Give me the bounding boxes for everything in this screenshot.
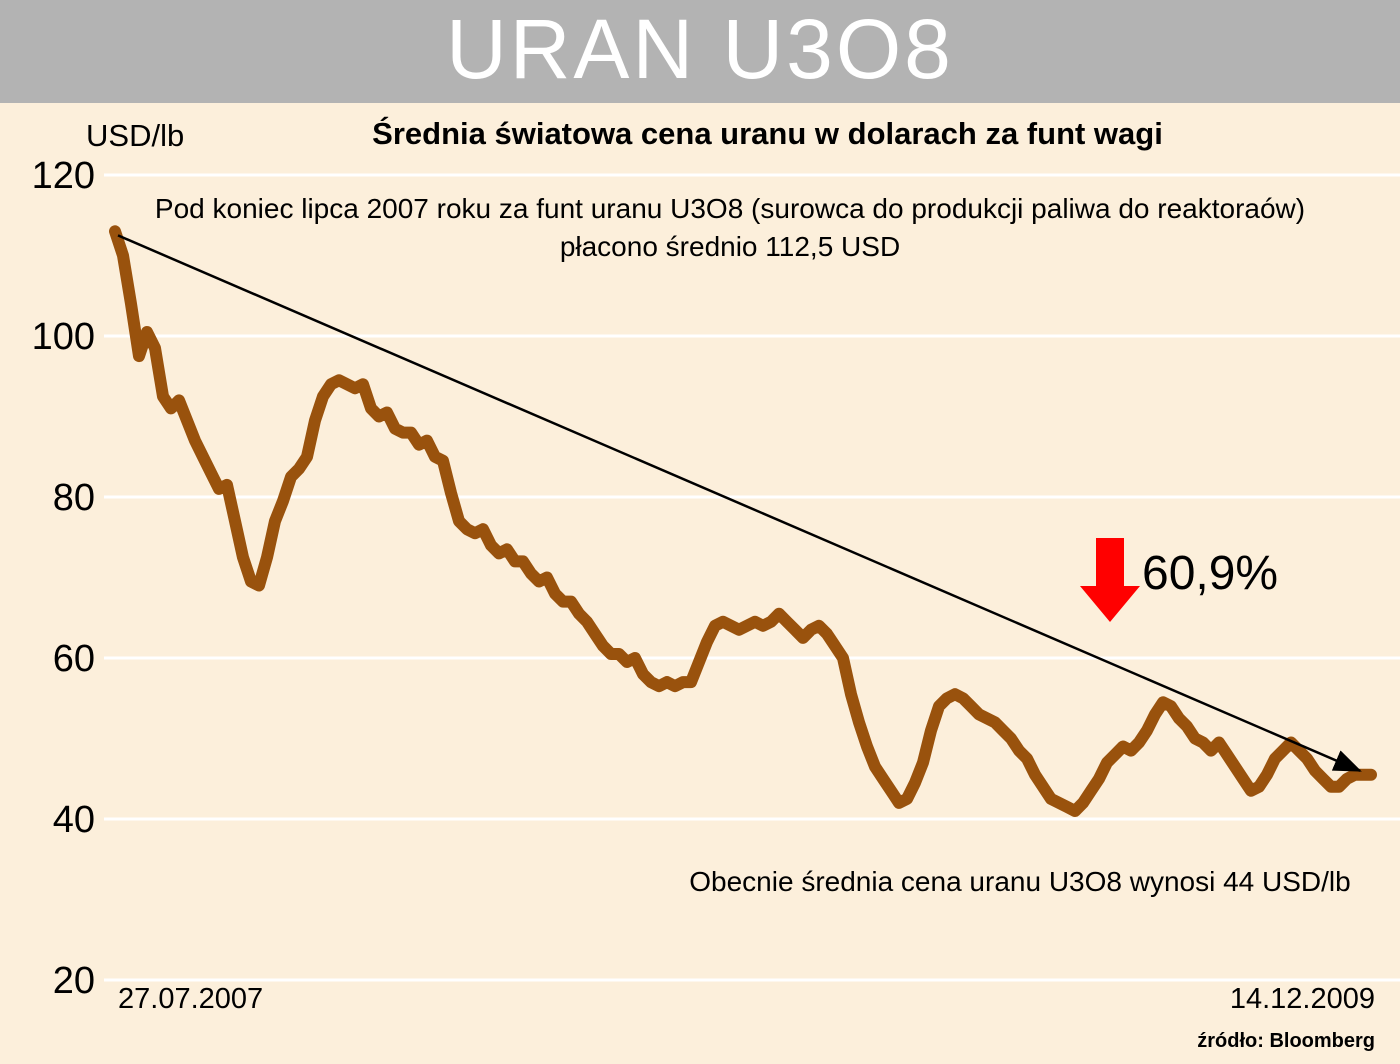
chart-title: Średnia światowa cena uranu w dolarach z… (372, 116, 1163, 151)
current-price-label: Obecnie średnia cena uranu U3O8 wynosi 4… (689, 866, 1351, 897)
peak-annotation-line2: płacono średnio 112,5 USD (559, 231, 901, 262)
y-tick-label: 80 (53, 477, 95, 519)
peak-annotation-line1: Pod koniec lipca 2007 roku za funt uranu… (154, 193, 1306, 224)
y-tick-label: 40 (53, 799, 95, 841)
x-axis-start-date: 27.07.2007 (118, 983, 264, 1015)
y-tick-label: 100 (32, 316, 95, 358)
y-tick-label: 20 (53, 960, 95, 1002)
trend-arrow (117, 234, 1362, 772)
price-line (109, 225, 1377, 817)
y-tick-label: 60 (53, 638, 95, 680)
peak-annotation: Pod koniec lipca 2007 roku za funt uranu… (60, 190, 1400, 266)
decline-percent-label: 60,9% (1142, 547, 1279, 600)
y-axis-unit-label: USD/lb (86, 118, 185, 153)
page-title: URAN U3O8 (446, 1, 954, 96)
source-label: źródło: Bloomberg (1197, 1030, 1375, 1052)
header: URAN U3O8 (0, 0, 1400, 103)
x-axis-end-date: 14.12.2009 (1229, 983, 1375, 1015)
y-tick-label: 120 (32, 155, 95, 197)
decline-arrow-icon (1080, 538, 1140, 622)
